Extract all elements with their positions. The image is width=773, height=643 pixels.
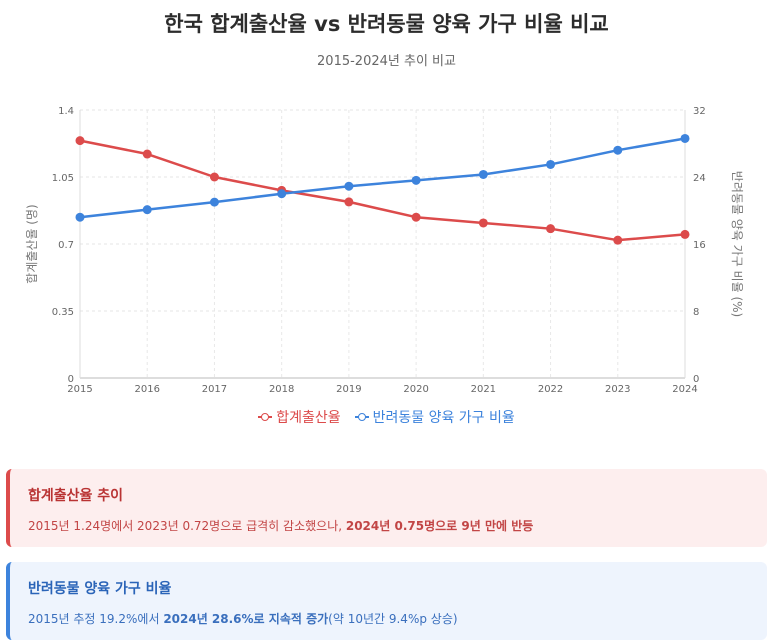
y-left-tick-label: 0.35 — [52, 307, 74, 318]
data-point-birth-rate — [546, 224, 556, 234]
y-right-axis-label: 반려동물 양육 가구 비율 (%) — [730, 171, 744, 317]
chart-legend: 합계출산율 반려동물 양육 가구 비율 — [0, 407, 773, 427]
data-point-birth-rate — [680, 229, 690, 239]
card-text-normal: (약 10년간 9.4%p 상승) — [328, 612, 458, 626]
data-point-pet-ratio — [277, 189, 287, 199]
chart-title: 한국 합계출산율 vs 반려동물 양육 가구 비율 비교 — [164, 12, 609, 36]
x-tick-label: 2023 — [605, 384, 630, 395]
y-right-tick-label: 24 — [693, 173, 706, 184]
card-title: 합계출산율 추이 — [28, 488, 124, 504]
series-line-birth-rate — [79, 139, 686, 242]
card-title: 반려동물 양육 가구 비율 — [28, 581, 172, 597]
y-right-tick-label: 32 — [693, 106, 706, 117]
y-left-tick-label: 0 — [68, 374, 74, 385]
legend-line-marker-icon — [258, 412, 273, 422]
x-tick-label: 2021 — [471, 384, 496, 395]
y-left-tick-label: 1.4 — [58, 106, 74, 117]
chart-subtitle: 2015-2024년 추이 비교 — [317, 54, 456, 69]
card-text: 2015년 추정 19.2%에서 2024년 28.6%로 지속적 증가(약 1… — [28, 610, 749, 627]
card-text-normal: 2015년 추정 19.2%에서 — [28, 612, 164, 626]
x-tick-label: 2020 — [403, 384, 428, 395]
data-point-pet-ratio — [546, 159, 556, 169]
x-tick-label: 2022 — [538, 384, 563, 395]
legend-label: 합계출산율 — [276, 410, 341, 426]
data-point-pet-ratio — [75, 212, 85, 222]
card-text-normal: 2015년 1.24명에서 2023년 0.72명으로 급격히 감소했으나, — [28, 519, 346, 533]
data-point-pet-ratio — [680, 133, 690, 143]
data-point-pet-ratio — [478, 169, 488, 179]
y-left-axis-label: 합계출산율 (명) — [25, 204, 39, 283]
legend-item-pet-ratio[interactable]: 반려동물 양육 가구 비율 — [354, 407, 515, 427]
x-tick-label: 2024 — [672, 384, 697, 395]
y-left-tick-label: 0.7 — [58, 240, 74, 251]
x-tick-label: 2015 — [67, 384, 92, 395]
data-point-birth-rate — [344, 197, 354, 207]
card-text: 2015년 1.24명에서 2023년 0.72명으로 급격히 감소했으나, 2… — [28, 517, 749, 534]
data-point-birth-rate — [478, 218, 488, 228]
data-point-pet-ratio — [344, 181, 354, 191]
legend-item-birth-rate[interactable]: 합계출산율 — [258, 407, 341, 427]
y-left-tick-label: 1.05 — [52, 173, 74, 184]
card-text-bold: 2024년 28.6%로 지속적 증가 — [163, 612, 329, 626]
card-text-bold: 2024년 0.75명으로 9년 만에 반등 — [345, 519, 534, 533]
data-point-pet-ratio — [142, 205, 152, 215]
data-point-birth-rate — [411, 212, 421, 222]
data-point-birth-rate — [613, 235, 623, 245]
series-line-pet-ratio — [79, 137, 686, 219]
y-right-tick-label: 0 — [693, 374, 699, 385]
y-right-tick-label: 8 — [693, 307, 699, 318]
legend-label: 반려동물 양육 가구 비율 — [372, 410, 515, 426]
data-point-pet-ratio — [411, 175, 421, 185]
data-point-birth-rate — [142, 149, 152, 159]
x-tick-label: 2017 — [202, 384, 227, 395]
x-tick-label: 2019 — [336, 384, 361, 395]
x-tick-label: 2018 — [269, 384, 294, 395]
data-point-pet-ratio — [613, 145, 623, 155]
legend-line-marker-icon — [354, 412, 369, 422]
pet-ratio-info-card: 반려동물 양육 가구 비율 2015년 추정 19.2%에서 2024년 28.… — [6, 562, 767, 640]
data-point-pet-ratio — [209, 197, 219, 207]
x-tick-label: 2016 — [134, 384, 159, 395]
birth-rate-info-card: 합계출산율 추이 2015년 1.24명에서 2023년 0.72명으로 급격히… — [6, 469, 767, 547]
y-right-tick-label: 16 — [693, 240, 706, 251]
data-point-birth-rate — [209, 172, 219, 182]
data-point-birth-rate — [75, 136, 85, 146]
line-chart: 0 0 0.35 8 0.7 16 1.05 24 1.4 32 2015 2016 2017 2018 2… — [25, 106, 744, 395]
